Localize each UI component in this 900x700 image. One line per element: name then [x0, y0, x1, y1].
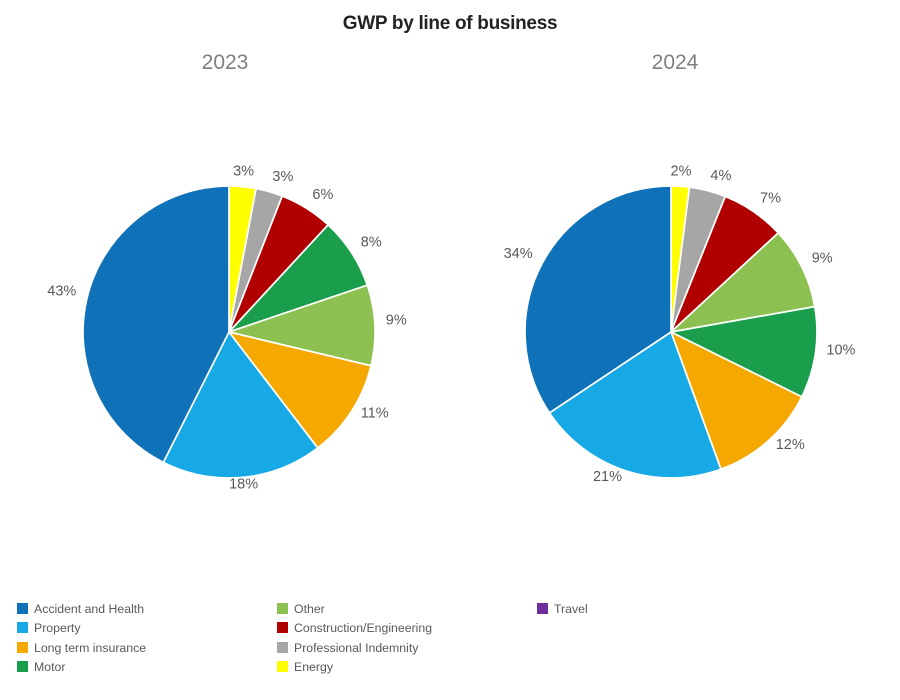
svg-text:18%: 18%	[229, 476, 258, 492]
svg-text:12%: 12%	[776, 437, 805, 453]
svg-text:8%: 8%	[361, 235, 382, 251]
svg-text:10%: 10%	[826, 342, 855, 358]
svg-text:4%: 4%	[710, 168, 731, 184]
svg-text:11%: 11%	[361, 405, 389, 421]
svg-text:34%: 34%	[504, 246, 533, 262]
svg-text:21%: 21%	[593, 469, 622, 485]
svg-text:9%: 9%	[386, 313, 407, 329]
svg-text:9%: 9%	[812, 250, 833, 266]
svg-text:7%: 7%	[760, 191, 781, 207]
svg-text:6%: 6%	[312, 187, 333, 203]
svg-text:43%: 43%	[47, 284, 76, 300]
svg-text:2%: 2%	[671, 163, 692, 179]
svg-text:3%: 3%	[272, 169, 293, 185]
svg-text:3%: 3%	[233, 164, 254, 180]
